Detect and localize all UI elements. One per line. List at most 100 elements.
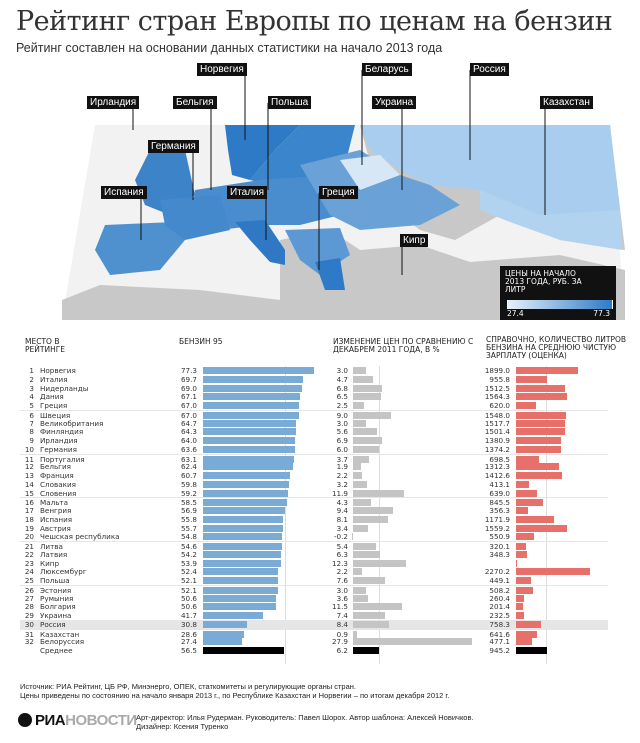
legend-min: 27.4 xyxy=(507,309,524,318)
petrol-value: 41.7 xyxy=(180,611,197,620)
rank-cell: 12 xyxy=(24,462,34,472)
liters-value: 1374.2 xyxy=(484,444,510,454)
table-row: 2 Италия 69.7 4.7 955.8 xyxy=(20,375,608,384)
petrol-value: 50.6 xyxy=(180,593,197,603)
credits: Арт-директор: Илья Рудерман. Руководител… xyxy=(136,713,474,731)
legend-gradient xyxy=(507,300,613,309)
change-value: 3.0 xyxy=(336,418,348,428)
petrol-bar xyxy=(203,550,282,558)
liters-bar xyxy=(516,384,566,392)
change-bar xyxy=(353,550,380,558)
rank-cell: 9 xyxy=(29,436,34,445)
petrol-value: 52.1 xyxy=(180,576,197,585)
petrol-value: 50.6 xyxy=(180,602,197,612)
liters-value: 1899.0 xyxy=(484,366,510,375)
table-row: 24 Люксембург 52.4 2.2 2270.2 xyxy=(20,567,608,576)
table-row: 7 Великобритания 64.7 3.0 1517.7 xyxy=(20,419,608,428)
change-value: 0.9 xyxy=(336,629,348,639)
rank-cell: 18 xyxy=(24,514,34,524)
rank-cell: 16 xyxy=(24,498,34,508)
change-bar xyxy=(353,472,363,479)
change-bar xyxy=(353,594,369,602)
logo-text-a: РИА xyxy=(35,712,66,729)
map-label-greece: Греция xyxy=(319,186,358,199)
country-cell: Польша xyxy=(40,576,70,585)
petrol-bar xyxy=(203,507,285,514)
petrol-bar xyxy=(203,480,290,488)
rank-cell: 21 xyxy=(24,542,34,551)
change-bar xyxy=(353,367,366,374)
change-bar xyxy=(353,419,366,427)
petrol-gridline xyxy=(285,366,286,664)
petrol-bar xyxy=(203,594,276,602)
table-row: 32 Белоруссия 27.4 27.9 477.1 xyxy=(20,637,608,646)
petrol-value: 63.6 xyxy=(180,444,197,454)
liters-value: 620.0 xyxy=(489,401,510,410)
liters-bar xyxy=(516,612,524,619)
country-cell: Венгрия xyxy=(40,506,72,515)
petrol-bar xyxy=(203,603,276,611)
map-label-belgium: Бельгия xyxy=(173,96,217,109)
liters-bar xyxy=(516,480,530,488)
change-value: 9.4 xyxy=(336,506,348,515)
petrol-value: 54.2 xyxy=(180,549,197,559)
rank-cell: 24 xyxy=(24,567,34,577)
change-value: 7.6 xyxy=(336,576,348,585)
table-row: 14 Словакия 59.8 3.2 413.1 xyxy=(20,480,608,489)
country-cell: Словения xyxy=(40,488,77,498)
country-cell: Казахстан xyxy=(40,629,80,639)
petrol-value: 56.5 xyxy=(180,646,197,655)
rank-cell: 23 xyxy=(24,558,34,568)
table-row: 11 Португалия 63.1 3.7 698.5 xyxy=(20,453,608,464)
rank-cell: 2 xyxy=(29,374,34,384)
liters-value: 758.3 xyxy=(489,619,510,629)
map-label-ireland: Ирландия xyxy=(87,96,140,109)
petrol-value: 54.8 xyxy=(180,532,197,542)
map-label-italy: Италия xyxy=(227,186,268,199)
ria-novosti-logo: РИАНОВОСТИ xyxy=(18,712,137,729)
liters-bar xyxy=(516,638,532,646)
petrol-bar xyxy=(203,437,296,444)
change-value: 12.3 xyxy=(331,558,348,568)
rank-cell: 15 xyxy=(24,488,34,498)
country-cell: Франция xyxy=(40,471,74,480)
country-cell: Словакия xyxy=(40,479,76,489)
change-value: -0.2 xyxy=(333,532,348,542)
petrol-value: 60.7 xyxy=(180,471,197,480)
change-bar xyxy=(353,638,473,646)
table-row: 5 Греция 67.0 2.5 620.0 xyxy=(20,401,608,410)
liters-value: 2270.2 xyxy=(484,567,510,577)
change-value: 9.0 xyxy=(336,410,348,420)
change-bar xyxy=(353,524,368,532)
change-value: 27.9 xyxy=(331,637,348,647)
petrol-bar xyxy=(203,612,264,619)
map-label-spain: Испания xyxy=(101,186,147,199)
source-note: Источник: РИА Рейтинг, ЦБ РФ, Минэнерго,… xyxy=(20,682,356,691)
petrol-bar xyxy=(203,586,279,594)
country-cell: Ирландия xyxy=(40,436,78,445)
petrol-bar xyxy=(203,419,297,427)
liters-value: 477.1 xyxy=(489,637,510,647)
petrol-value: 62.4 xyxy=(180,462,197,472)
liters-value: 845.5 xyxy=(489,498,510,508)
change-value: 5.6 xyxy=(336,427,348,437)
petrol-value: 53.9 xyxy=(180,558,197,568)
petrol-value: 55.7 xyxy=(180,523,197,533)
liters-bar xyxy=(516,463,559,471)
country-cell: Эстония xyxy=(40,585,72,595)
liters-bar xyxy=(516,594,525,602)
change-value: 4.7 xyxy=(336,374,348,384)
rank-cell: 13 xyxy=(24,471,34,480)
petrol-value: 28.6 xyxy=(180,629,197,639)
change-value: 5.4 xyxy=(336,542,348,551)
table-row: 17 Венгрия 56.9 9.4 356.3 xyxy=(20,506,608,515)
liters-bar xyxy=(516,402,537,409)
date-note: Цены приведены по состоянию на начало ян… xyxy=(20,691,450,700)
liters-value: 1171.9 xyxy=(484,514,510,524)
change-value: 2.2 xyxy=(336,567,348,577)
table-row: 1 Норвегия 77.3 3.0 1899.0 xyxy=(20,366,608,375)
liters-value: 320.1 xyxy=(489,542,510,551)
map-label-kazakhstan: Казахстан xyxy=(540,96,593,109)
liters-bar xyxy=(516,577,531,584)
country-cell: Чешская республика xyxy=(40,532,120,542)
